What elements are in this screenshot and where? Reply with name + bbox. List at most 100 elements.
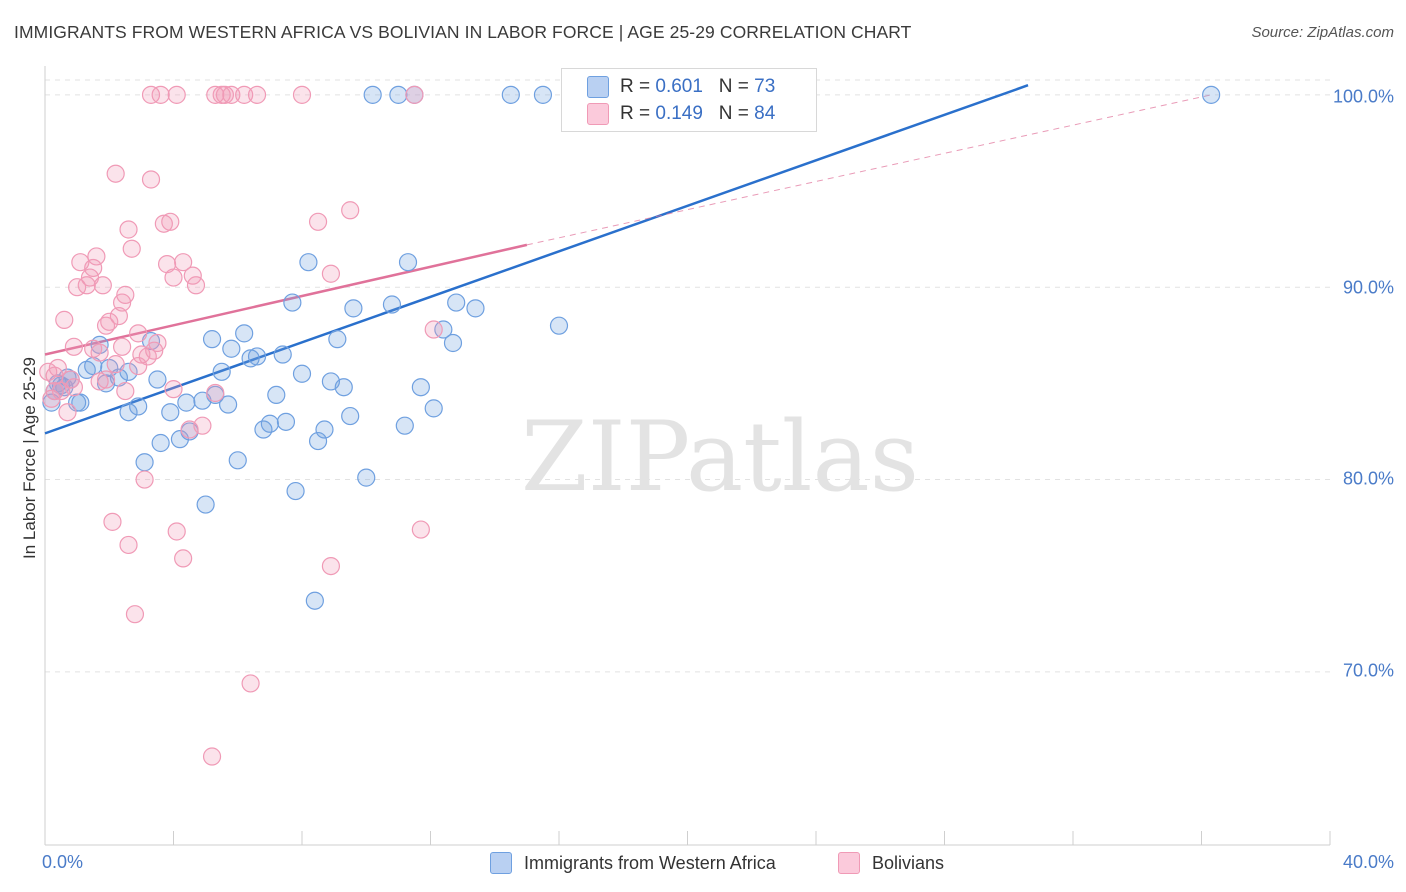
series-legend-blue: Immigrants from Western Africa [490, 852, 776, 874]
data-point [64, 337, 84, 356]
data-point [305, 591, 324, 610]
data-point [154, 214, 173, 233]
data-point [308, 212, 328, 231]
legend-swatch-blue [587, 76, 609, 98]
data-point [424, 320, 443, 339]
n-label: N = [718, 103, 755, 124]
data-point [119, 403, 138, 422]
data-point [424, 399, 443, 418]
n-value: 84 [754, 103, 776, 124]
data-point [341, 201, 360, 220]
data-point [112, 337, 132, 356]
data-point [206, 383, 225, 403]
data-point [45, 381, 64, 401]
data-point [206, 85, 225, 104]
data-point [235, 324, 254, 343]
stats-legend: R = 0.601 N = 73 R = 0.149 N = 84 [561, 68, 817, 132]
legend-row-blue: R = 0.601 N = 73 [587, 75, 776, 99]
y-tick-label: 100.0% [1332, 86, 1394, 107]
chart-title: IMMIGRANTS FROM WESTERN AFRICA VS BOLIVI… [14, 22, 912, 42]
legend-label-blue: Immigrants from Western Africa [524, 852, 776, 873]
data-point [405, 85, 424, 104]
data-point [186, 276, 206, 295]
n-label: N = [718, 76, 755, 97]
series-legend-pink: Bolivians [838, 852, 944, 874]
data-point [161, 403, 180, 422]
data-point [247, 347, 267, 366]
x-tick-label-right: 40.0% [1342, 852, 1394, 872]
data-point [202, 330, 222, 349]
legend-swatch-pink [838, 852, 860, 874]
data-point [58, 403, 77, 422]
data-point [260, 414, 279, 433]
data-point [344, 299, 363, 318]
data-point [398, 253, 418, 272]
data-point [122, 239, 141, 258]
data-point [212, 362, 231, 381]
data-point [119, 220, 138, 239]
n-value: 73 [754, 76, 776, 97]
data-point [292, 364, 312, 383]
data-point [411, 378, 430, 397]
chart-source: Source: ZipAtlas.com [1251, 24, 1394, 41]
data-point [321, 264, 341, 283]
data-point [90, 372, 109, 391]
y-tick-label: 90.0% [1342, 277, 1394, 298]
data-point [1202, 85, 1221, 104]
data-point [100, 312, 119, 331]
y-tick-label: 80.0% [1342, 468, 1394, 489]
data-point [299, 253, 318, 272]
data-point [389, 85, 408, 104]
data-point [135, 470, 154, 489]
data-point [64, 378, 84, 397]
data-point [247, 85, 267, 104]
legend-swatch-pink [587, 103, 609, 125]
data-point [447, 293, 466, 312]
data-point [148, 370, 167, 389]
data-point [328, 330, 347, 349]
data-point [167, 522, 186, 541]
data-point [103, 512, 122, 531]
data-point [241, 349, 260, 368]
data-point [177, 393, 196, 412]
r-value: 0.149 [655, 103, 703, 124]
grid-lines [45, 79, 1330, 673]
data-point [334, 378, 353, 397]
data-point [135, 453, 154, 472]
data-point [308, 431, 328, 451]
data-point [96, 370, 116, 389]
data-point [93, 276, 112, 295]
data-point [170, 430, 190, 449]
data-point [222, 339, 241, 358]
data-point [283, 293, 302, 312]
data-point [106, 355, 125, 374]
data-point [228, 451, 247, 470]
data-point [267, 385, 286, 405]
data-point [84, 258, 103, 278]
data-point [395, 416, 414, 435]
r-label: R = [620, 76, 656, 97]
data-point [196, 495, 215, 514]
data-point [193, 416, 212, 435]
data-point [315, 420, 334, 439]
legend-row-pink: R = 0.149 N = 84 [587, 102, 776, 126]
data-point [129, 397, 148, 416]
data-point [106, 164, 125, 183]
legend-swatch-blue [490, 852, 512, 874]
r-label: R = [620, 103, 656, 124]
data-point [125, 605, 145, 624]
data-point [382, 295, 402, 314]
data-point [48, 358, 67, 378]
data-point [161, 212, 180, 231]
data-point [174, 253, 193, 272]
data-point [148, 333, 167, 353]
trend-line [44, 84, 1029, 435]
data-point [533, 85, 553, 104]
data-point [501, 85, 520, 104]
data-point [292, 85, 312, 104]
watermark: ZIPatlas [521, 401, 919, 513]
y-axis-label: In Labor Force | Age 25-29 [20, 357, 39, 559]
data-point [129, 356, 148, 376]
data-point [55, 310, 74, 329]
trend-line [44, 243, 528, 356]
